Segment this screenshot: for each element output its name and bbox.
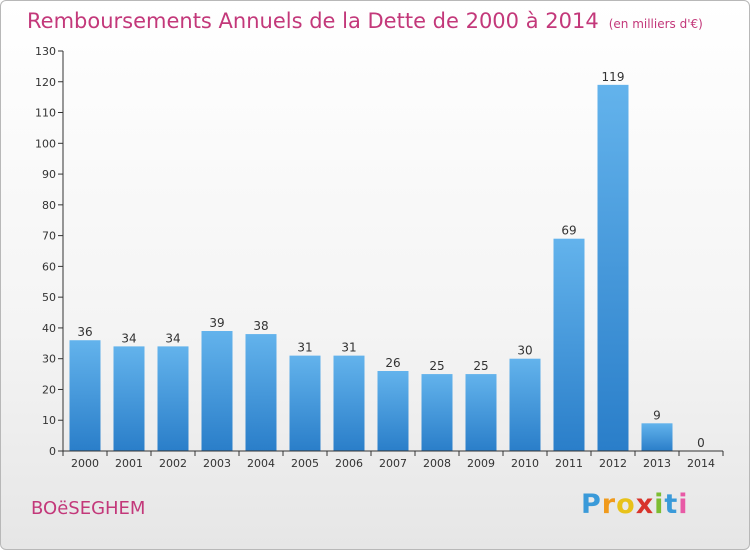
- x-tick-label-2005: 2005: [291, 457, 319, 470]
- x-tick-label-2004: 2004: [247, 457, 275, 470]
- logo-letter: i: [678, 489, 689, 520]
- x-tick-label-2009: 2009: [467, 457, 495, 470]
- bar-2003: [201, 331, 233, 451]
- logo-letter: P: [581, 489, 602, 520]
- y-tick-label: 100: [35, 137, 56, 150]
- y-tick-label: 80: [42, 199, 56, 212]
- x-tick-label-2011: 2011: [555, 457, 583, 470]
- value-label-2005: 31: [297, 341, 312, 355]
- y-tick-label: 130: [35, 45, 56, 58]
- y-tick-label: 50: [42, 291, 56, 304]
- y-tick-label: 0: [49, 445, 56, 458]
- x-tick-label-2006: 2006: [335, 457, 363, 470]
- bar-2010: [509, 358, 541, 451]
- proxiti-logo: Proxiti: [581, 489, 689, 520]
- x-tick-label-2010: 2010: [511, 457, 539, 470]
- bar-2011: [553, 238, 585, 451]
- logo-letter: o: [616, 489, 636, 520]
- value-label-2009: 25: [473, 359, 488, 373]
- chart-title: Remboursements Annuels de la Dette de 20…: [27, 9, 703, 33]
- x-tick-label-2002: 2002: [159, 457, 187, 470]
- value-label-2014: 0: [697, 436, 705, 450]
- bar-2007: [377, 371, 409, 451]
- value-label-2004: 38: [253, 319, 268, 333]
- value-label-2010: 30: [517, 344, 532, 358]
- chart-title-text: Remboursements Annuels de la Dette de 20…: [27, 9, 599, 33]
- logo-letter: x: [635, 489, 655, 520]
- value-label-2007: 26: [385, 356, 400, 370]
- value-label-2002: 34: [165, 331, 180, 345]
- y-tick-label: 40: [42, 322, 56, 335]
- x-tick-label-2008: 2008: [423, 457, 451, 470]
- y-tick-label: 90: [42, 168, 56, 181]
- bar-2001: [113, 346, 145, 451]
- y-tick-label: 10: [42, 414, 56, 427]
- x-tick-label-2000: 2000: [71, 457, 99, 470]
- y-tick-label: 20: [42, 383, 56, 396]
- bar-2012: [597, 84, 629, 451]
- bar-2005: [289, 355, 321, 451]
- x-tick-label-2007: 2007: [379, 457, 407, 470]
- y-tick-label: 110: [35, 107, 56, 120]
- x-tick-label-2003: 2003: [203, 457, 231, 470]
- bar-2008: [421, 374, 453, 451]
- y-tick-label: 60: [42, 260, 56, 273]
- y-tick-label: 120: [35, 76, 56, 89]
- y-tick-label: 30: [42, 353, 56, 366]
- bar-2013: [641, 423, 673, 451]
- bar-2006: [333, 355, 365, 451]
- value-label-2001: 34: [121, 331, 136, 345]
- logo-letter: t: [664, 489, 679, 520]
- value-label-2006: 31: [341, 341, 356, 355]
- value-label-2003: 39: [209, 316, 224, 330]
- city-name: BOëSEGHEM: [31, 498, 146, 519]
- bar-2004: [245, 334, 277, 451]
- x-tick-label-2012: 2012: [599, 457, 627, 470]
- y-tick-label: 70: [42, 230, 56, 243]
- bar-2002: [157, 346, 189, 451]
- value-label-2013: 9: [653, 408, 661, 422]
- logo-letter: r: [601, 489, 617, 520]
- x-tick-label-2001: 2001: [115, 457, 143, 470]
- chart-title-unit: (en milliers d'€): [608, 17, 703, 31]
- bar-2009: [465, 374, 497, 451]
- value-label-2008: 25: [429, 359, 444, 373]
- value-label-2012: 119: [602, 70, 625, 84]
- bar-2000: [69, 340, 101, 451]
- value-label-2011: 69: [561, 224, 576, 238]
- x-tick-label-2014: 2014: [687, 457, 715, 470]
- x-tick-label-2013: 2013: [643, 457, 671, 470]
- value-label-2000: 36: [77, 325, 92, 339]
- logo-letter: i: [654, 489, 665, 520]
